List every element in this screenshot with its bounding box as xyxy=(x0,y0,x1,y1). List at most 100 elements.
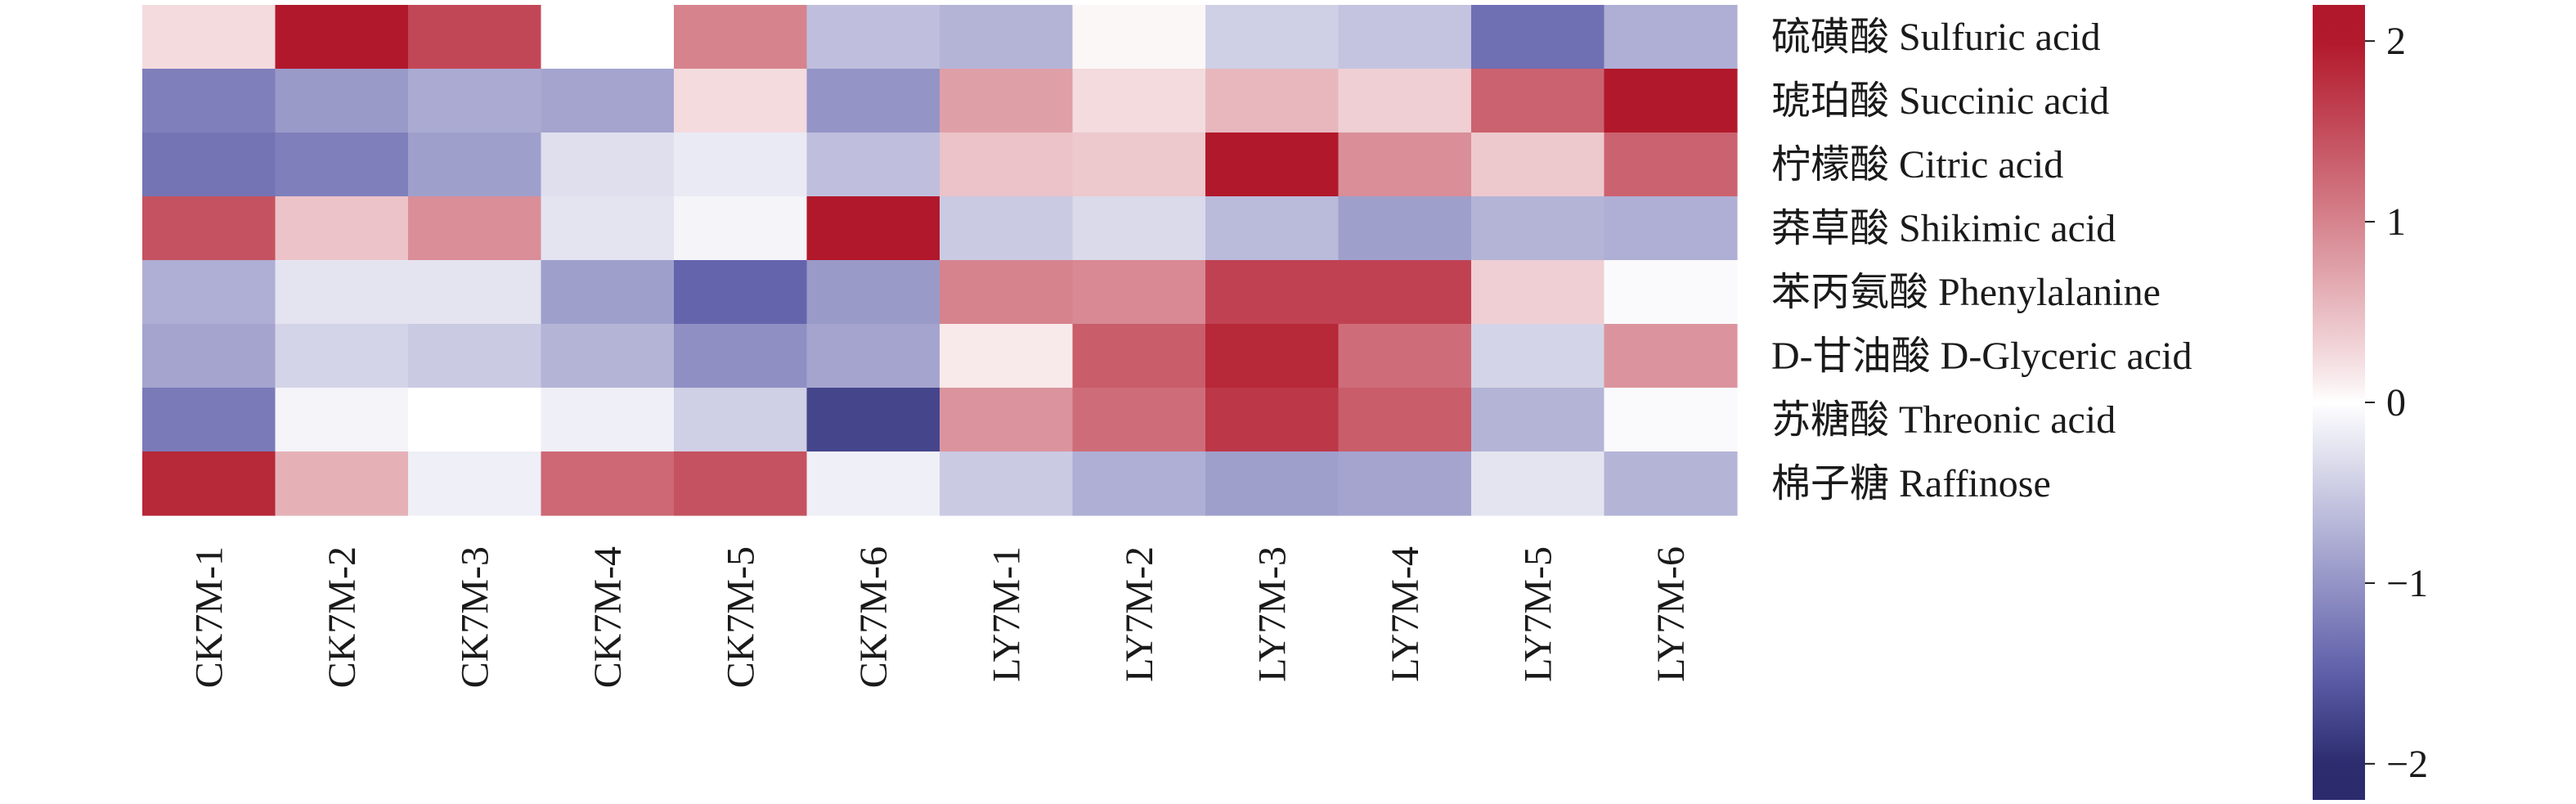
heatmap-cell xyxy=(1471,196,1605,261)
heatmap-cell xyxy=(674,69,808,133)
heatmap-cell xyxy=(940,69,1074,133)
column-labels: CK7M-1 CK7M-2 CK7M-3 CK7M-4 CK7M-5 CK7M-6 LY7M… xyxy=(187,546,1693,688)
heatmap-cell xyxy=(541,260,675,325)
heatmap-cell xyxy=(806,196,940,261)
heatmap-cell xyxy=(1604,133,1738,197)
heatmap-cell xyxy=(1604,388,1738,452)
heatmap-cell xyxy=(142,324,276,389)
heatmap-cell xyxy=(541,324,675,389)
heatmap-cell xyxy=(541,196,675,261)
heatmap-cell xyxy=(1205,196,1340,261)
row-label: 棉子糖 Raffinose xyxy=(1771,462,2051,505)
heatmap-cell xyxy=(541,69,675,133)
heatmap-cell xyxy=(674,196,808,261)
heatmap-cell xyxy=(1338,5,1472,70)
heatmap-cell xyxy=(408,196,542,261)
heatmap-cell xyxy=(1072,5,1206,70)
heatmap-cell xyxy=(408,69,542,133)
heatmap-cell xyxy=(275,69,409,133)
heatmap-cell xyxy=(1205,69,1340,133)
heatmap-cell xyxy=(806,5,940,70)
colorbar-ticks: 2 1 0 −1 −2 xyxy=(2365,20,2428,786)
column-label: CK7M-6 xyxy=(852,546,895,688)
colorbar: 2 1 0 −1 −2 xyxy=(2313,5,2428,800)
colorbar-gradient xyxy=(2313,5,2365,800)
row-label: 硫磺酸 Sulfuric acid xyxy=(1771,16,2101,59)
heatmap-cell xyxy=(940,196,1074,261)
column-label: CK7M-3 xyxy=(453,546,496,688)
heatmap-cell xyxy=(674,451,808,516)
heatmap-cell xyxy=(1338,260,1472,325)
heatmap-cells xyxy=(142,5,1738,516)
heatmap-cell xyxy=(1205,5,1340,70)
row-label: 苯丙氨酸 Phenylalanine xyxy=(1771,271,2161,314)
heatmap-cell xyxy=(1072,451,1206,516)
heatmap-cell xyxy=(275,324,409,389)
heatmap-cell xyxy=(142,196,276,261)
heatmap-cell xyxy=(1604,69,1738,133)
heatmap-cell xyxy=(1471,133,1605,197)
heatmap-cell xyxy=(940,5,1074,70)
heatmap-cell xyxy=(541,5,675,70)
heatmap-cell xyxy=(408,133,542,197)
heatmap-cell xyxy=(1604,196,1738,261)
heatmap-cell xyxy=(1471,388,1605,452)
colorbar-tick-label: −1 xyxy=(2386,562,2428,605)
row-label: 柠檬酸 Citric acid xyxy=(1771,143,2063,186)
heatmap-cell xyxy=(142,133,276,197)
heatmap-cell xyxy=(275,388,409,452)
heatmap-cell xyxy=(1072,133,1206,197)
heatmap-cell xyxy=(275,260,409,325)
heatmap-cell xyxy=(1604,5,1738,70)
heatmap-cell xyxy=(674,388,808,452)
heatmap-cell xyxy=(806,324,940,389)
heatmap-cell xyxy=(1604,451,1738,516)
heatmap-cell xyxy=(1072,324,1206,389)
colorbar-tick-label: 2 xyxy=(2386,20,2406,63)
row-label: 苏糖酸 Threonic acid xyxy=(1771,398,2116,442)
heatmap-cell xyxy=(275,133,409,197)
heatmap-cell xyxy=(674,133,808,197)
column-label: LY7M-6 xyxy=(1649,546,1693,682)
heatmap-cell xyxy=(408,260,542,325)
colorbar-tick-label: 1 xyxy=(2386,200,2406,244)
row-label: 琥珀酸 Succinic acid xyxy=(1771,79,2109,123)
heatmap-cell xyxy=(940,388,1074,452)
heatmap-cell xyxy=(1471,260,1605,325)
column-label: LY7M-5 xyxy=(1516,546,1560,682)
heatmap-cell xyxy=(1338,133,1472,197)
heatmap-cell xyxy=(1072,196,1206,261)
heatmap-cell xyxy=(1471,69,1605,133)
heatmap-cell xyxy=(1205,451,1340,516)
heatmap-cell xyxy=(1072,388,1206,452)
heatmap-cell xyxy=(1471,5,1605,70)
heatmap-cell xyxy=(1338,324,1472,389)
heatmap-cell xyxy=(142,5,276,70)
colorbar-tick-label: −2 xyxy=(2386,743,2428,786)
heatmap-cell xyxy=(275,451,409,516)
heatmap-cell xyxy=(1338,388,1472,452)
heatmap-cell xyxy=(142,69,276,133)
row-label: D-甘油酸 D-Glyceric acid xyxy=(1771,335,2192,378)
heatmap-cell xyxy=(806,451,940,516)
row-labels: 硫磺酸 Sulfuric acid 琥珀酸 Succinic acid 柠檬酸 Ci… xyxy=(1771,16,2192,505)
colorbar-tick-label: 0 xyxy=(2386,381,2406,424)
heatmap-cell xyxy=(1338,69,1472,133)
heatmap-cell xyxy=(142,260,276,325)
column-label: CK7M-2 xyxy=(321,546,364,688)
column-label: LY7M-4 xyxy=(1384,546,1427,682)
heatmap-cell xyxy=(1471,451,1605,516)
heatmap-cell xyxy=(1072,260,1206,325)
column-label: LY7M-2 xyxy=(1118,546,1161,682)
heatmap-cell xyxy=(142,451,276,516)
heatmap-cell xyxy=(1338,196,1472,261)
column-label: LY7M-3 xyxy=(1250,546,1294,682)
heatmap-cell xyxy=(408,451,542,516)
heatmap-cell xyxy=(408,5,542,70)
heatmap-cell xyxy=(806,260,940,325)
heatmap-cell xyxy=(940,324,1074,389)
heatmap-cell xyxy=(541,451,675,516)
heatmap-cell xyxy=(408,388,542,452)
heatmap-cell xyxy=(1205,324,1340,389)
